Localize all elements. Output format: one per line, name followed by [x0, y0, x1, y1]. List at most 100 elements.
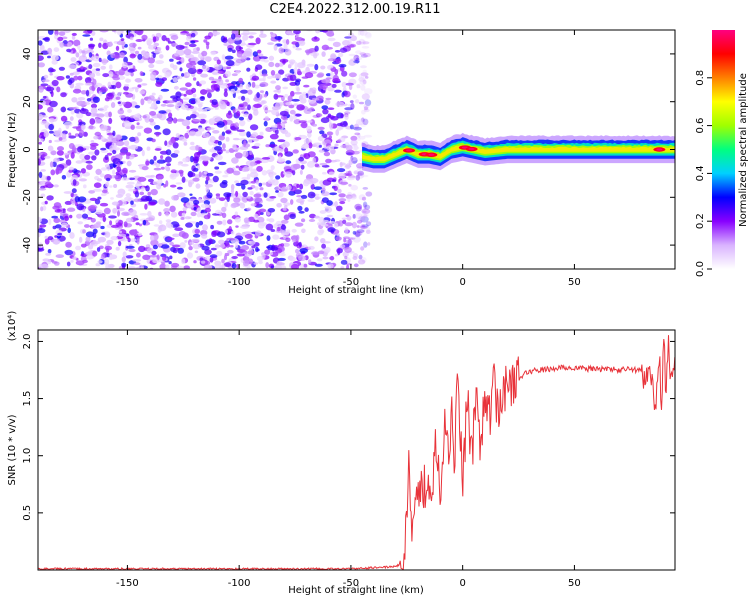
noise-speckle: [327, 107, 335, 110]
noise-speckle: [138, 232, 142, 237]
noise-speckle: [275, 73, 281, 80]
noise-speckle: [160, 88, 170, 92]
noise-speckle: [246, 173, 251, 180]
noise-speckle: [359, 30, 368, 36]
noise-speckle: [266, 197, 275, 202]
noise-speckle: [100, 65, 106, 70]
noise-speckle: [139, 90, 146, 95]
noise-speckle: [170, 35, 179, 40]
noise-speckle: [161, 77, 167, 81]
noise-speckle: [304, 207, 309, 212]
noise-speckle: [40, 120, 49, 126]
noise-speckle: [38, 62, 45, 68]
noise-speckle: [290, 164, 298, 171]
noise-speckle: [189, 241, 194, 245]
noise-speckle: [99, 124, 108, 131]
noise-speckle: [361, 208, 371, 214]
noise-speckle: [336, 233, 341, 237]
noise-speckle: [91, 155, 97, 161]
noise-speckle: [123, 91, 129, 95]
noise-speckle: [77, 97, 86, 101]
noise-speckle: [319, 162, 328, 166]
noise-speckle: [246, 265, 251, 269]
noise-speckle: [246, 67, 251, 72]
noise-speckle: [38, 182, 41, 188]
noise-speckle: [98, 107, 108, 112]
colorbar: 0.0 0.2 0.4 0.6 0.8 Normalized spectral ampl…: [695, 30, 749, 277]
noise-speckle: [192, 110, 197, 115]
noise-speckle: [343, 236, 350, 239]
noise-speckle: [151, 92, 156, 96]
noise-speckle: [72, 71, 80, 76]
noise-speckle: [225, 130, 232, 134]
colorbar-tick-label: 0.0: [695, 261, 706, 277]
noise-speckle: [249, 171, 259, 178]
noise-speckle: [298, 156, 305, 162]
noise-speckle: [223, 192, 232, 198]
noise-speckle: [187, 179, 195, 185]
noise-speckle: [322, 256, 329, 260]
noise-speckle: [284, 147, 289, 154]
noise-speckle: [79, 153, 86, 160]
noise-speckle: [222, 219, 227, 226]
noise-speckle: [40, 206, 44, 212]
noise-speckle: [58, 66, 65, 71]
noise-speckle: [234, 108, 241, 111]
signal-peak-core: [468, 147, 475, 151]
noise-speckle: [51, 79, 59, 87]
noise-speckle: [71, 188, 77, 194]
noise-speckle: [337, 168, 346, 173]
noise-speckle: [191, 165, 196, 172]
noise-speckle: [296, 104, 305, 111]
noise-speckle: [269, 174, 274, 180]
noise-speckle: [189, 193, 193, 196]
noise-speckle: [192, 177, 200, 182]
noise-speckle: [136, 238, 140, 245]
noise-speckle: [362, 39, 366, 46]
noise-speckle: [201, 233, 208, 239]
noise-speckle: [259, 90, 265, 93]
noise-speckle: [216, 59, 221, 65]
noise-speckle: [134, 191, 140, 198]
noise-speckle: [110, 102, 116, 108]
noise-speckle: [182, 207, 187, 212]
noise-speckle: [320, 117, 330, 124]
noise-speckle: [183, 93, 187, 97]
noise-speckle: [159, 54, 164, 59]
noise-speckle: [290, 199, 294, 205]
noise-speckle: [115, 81, 122, 89]
noise-speckle: [367, 242, 371, 246]
noise-speckle: [175, 44, 185, 50]
noise-speckle: [318, 149, 325, 153]
noise-speckle: [113, 184, 118, 188]
noise-speckle: [119, 107, 123, 111]
noise-speckle: [133, 262, 141, 266]
noise-speckle: [352, 94, 357, 99]
noise-speckle: [306, 125, 312, 132]
noise-speckle: [112, 207, 117, 214]
noise-speckle: [85, 231, 95, 238]
noise-speckle: [186, 125, 190, 130]
snr-background: [38, 330, 675, 570]
noise-speckle: [240, 225, 250, 229]
noise-speckle: [105, 181, 110, 188]
noise-speckle: [261, 73, 268, 77]
noise-speckle: [361, 73, 365, 80]
snr-x-tick-label: -50: [343, 578, 359, 589]
noise-speckle: [137, 132, 142, 137]
noise-speckle: [60, 106, 67, 113]
noise-speckle: [111, 201, 120, 206]
colorbar-gradient: [712, 30, 735, 269]
noise-speckle: [119, 52, 125, 59]
noise-speckle: [65, 159, 72, 166]
noise-speckle: [200, 73, 209, 78]
noise-speckle: [158, 211, 162, 217]
noise-speckle: [147, 191, 151, 196]
noise-speckle: [345, 239, 353, 244]
noise-speckle: [259, 159, 269, 164]
noise-speckle: [344, 114, 349, 120]
noise-speckle: [291, 98, 300, 102]
noise-speckle: [366, 226, 371, 233]
noise-speckle: [73, 75, 79, 81]
noise-speckle: [328, 135, 332, 139]
